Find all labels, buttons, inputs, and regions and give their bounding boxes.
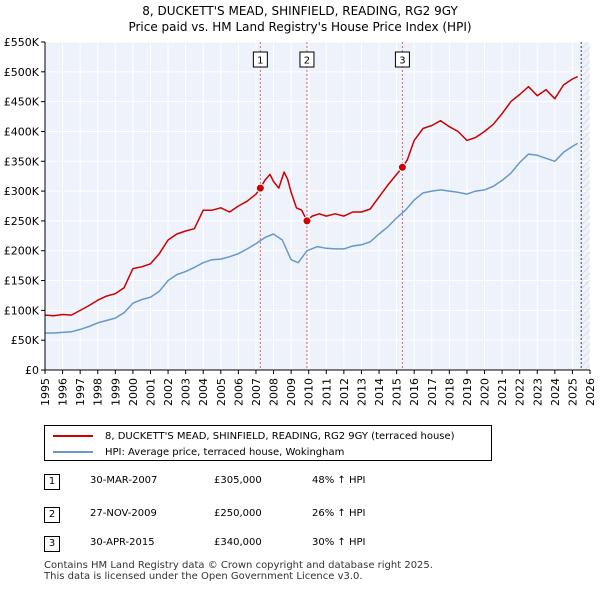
chart-title: 8, DUCKETT'S MEAD, SHINFIELD, READING, R… <box>142 4 458 18</box>
y-tick-label: £150K <box>4 275 40 288</box>
x-tick-label: 2006 <box>232 378 245 406</box>
y-tick-label: £400K <box>4 125 40 138</box>
x-tick-label: 2019 <box>461 378 474 406</box>
x-tick-label: 2009 <box>285 378 298 406</box>
y-tick-label: £550K <box>4 36 40 49</box>
sale-marker-label: 3 <box>399 56 405 67</box>
x-tick-label: 2002 <box>162 378 175 406</box>
legend-item-hpi: HPI: Average price, terraced house, Woki… <box>53 445 344 459</box>
sale-date: 30-MAR-2007 <box>90 475 158 486</box>
sale-date: 27-NOV-2009 <box>90 508 157 519</box>
x-tick-label: 2018 <box>443 378 456 406</box>
x-tick-label: 2026 <box>584 378 597 406</box>
sale-marker-box <box>394 51 410 68</box>
y-tick-label: £100K <box>4 304 40 317</box>
sale-point <box>255 183 265 193</box>
x-tick-label: 1996 <box>57 378 70 406</box>
sale-price: £340,000 <box>214 537 262 548</box>
x-tick-label: 1995 <box>39 378 52 406</box>
x-tick-label: 2003 <box>180 378 193 406</box>
sale-hpi-change: 30% ↑ HPI <box>312 537 366 548</box>
forecast-region <box>581 42 590 370</box>
sale-point <box>397 162 407 172</box>
y-tick-label: £500K <box>4 66 40 79</box>
sale-row: 3 30-APR-2015 £340,000 30% ↑ HPI <box>0 536 600 552</box>
sale-marker: 1 <box>44 474 60 490</box>
sale-marker-label: 2 <box>304 56 310 67</box>
x-tick-label: 2024 <box>549 378 562 406</box>
x-tick-label: 2017 <box>426 378 439 406</box>
series-line <box>44 75 579 317</box>
y-tick-label: £450K <box>4 96 40 109</box>
x-tick-label: 2012 <box>338 378 351 406</box>
y-tick-label: £300K <box>4 185 40 198</box>
legend-label-hpi: HPI: Average price, terraced house, Woki… <box>105 446 345 458</box>
y-tick-label: £200K <box>4 245 40 258</box>
sale-hpi-change: 26% ↑ HPI <box>312 508 366 519</box>
x-tick-label: 2004 <box>197 378 210 406</box>
legend-label-property: 8, DUCKETT'S MEAD, SHINFIELD, READING, R… <box>105 430 455 442</box>
chart-subtitle: Price paid vs. HM Land Registry's House … <box>128 20 472 34</box>
series-line <box>45 142 579 334</box>
y-tick-label: £350K <box>4 155 40 168</box>
y-tick-label: £250K <box>4 215 40 228</box>
x-tick-label: 2005 <box>215 378 228 406</box>
y-tick-label: £50K <box>11 334 40 347</box>
sale-point <box>302 216 312 226</box>
sale-price: £305,000 <box>214 475 262 486</box>
x-tick-label: 2021 <box>496 378 509 406</box>
sale-hpi-change: 48% ↑ HPI <box>312 475 366 486</box>
chart-legend: 8, DUCKETT'S MEAD, SHINFIELD, READING, R… <box>44 425 492 461</box>
sale-marker-box <box>252 51 268 68</box>
sale-marker-box <box>299 51 315 68</box>
sale-marker: 3 <box>44 536 60 552</box>
legend-item-property: 8, DUCKETT'S MEAD, SHINFIELD, READING, R… <box>53 429 455 443</box>
x-tick-label: 2008 <box>268 378 281 406</box>
legend-swatch-hpi <box>53 451 93 453</box>
plot-area <box>45 42 590 370</box>
sale-row: 1 30-MAR-2007 £305,000 48% ↑ HPI <box>0 474 600 490</box>
x-tick-label: 1999 <box>109 378 122 406</box>
x-tick-label: 2000 <box>127 378 140 406</box>
x-tick-label: 2011 <box>320 378 333 406</box>
x-tick-label: 2020 <box>479 378 492 406</box>
x-tick-label: 2016 <box>408 378 421 406</box>
sale-row: 2 27-NOV-2009 £250,000 26% ↑ HPI <box>0 507 600 523</box>
footer-line-copyright: Contains HM Land Registry data © Crown c… <box>44 560 433 571</box>
footer-attribution: Contains HM Land Registry data © Crown c… <box>44 560 433 582</box>
x-tick-label: 1997 <box>74 378 87 406</box>
sale-marker: 2 <box>44 507 60 523</box>
x-tick-label: 2007 <box>250 378 263 406</box>
price-chart: 1 2 3 £0 £50K £100K £150K £200K £250K £300K £350K £… <box>4 36 597 406</box>
x-tick-label: 1998 <box>92 378 105 406</box>
sale-price: £250,000 <box>214 508 262 519</box>
x-tick-label: 2022 <box>514 378 527 406</box>
sale-marker-label: 1 <box>257 56 263 67</box>
x-tick-label: 2010 <box>303 378 316 406</box>
y-tick-label: £0 <box>25 364 39 377</box>
x-tick-label: 2023 <box>531 378 544 406</box>
footer-line-licence: This data is licensed under the Open Gov… <box>44 571 363 582</box>
x-tick-label: 2025 <box>566 378 579 406</box>
x-tick-label: 2014 <box>373 378 386 406</box>
sale-date: 30-APR-2015 <box>90 537 155 548</box>
x-tick-label: 2001 <box>144 378 157 406</box>
legend-swatch-property <box>53 435 93 437</box>
x-tick-label: 2013 <box>355 378 368 406</box>
x-tick-label: 2015 <box>391 378 404 406</box>
